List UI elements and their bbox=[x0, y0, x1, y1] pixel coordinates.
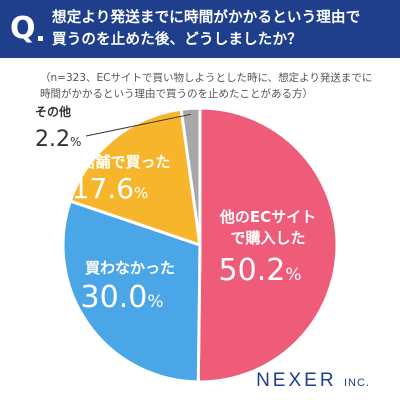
pie-label-other: その他 2.2% bbox=[35, 104, 81, 152]
pie-slice-other bbox=[179, 106, 202, 247]
pie-label-text-other-ec-site: で購入した bbox=[230, 229, 305, 247]
question-text: 想定より発送までに時間がかかるという理由で 買うのを止めた後、どうしましたか？ bbox=[52, 7, 397, 51]
brand-name: NEXER bbox=[256, 370, 337, 391]
pie-value-unit-bought-in-store: % bbox=[134, 184, 148, 202]
pie-slice-did-not-buy bbox=[61, 199, 202, 384]
question-line-1: 想定より発送までに時間がかかるという理由で bbox=[52, 10, 361, 26]
pie-label-text-did-not-buy: 買わなかった bbox=[85, 259, 175, 277]
pie-value-did-not-buy: 30.0% bbox=[81, 280, 164, 315]
pie-label-text-other-ec-site: 他のECサイト bbox=[219, 208, 316, 226]
pie-value-number-other-ec-site: 50.2 bbox=[219, 253, 286, 288]
survey-note-line-2: 時間がかかるという理由で買うのを止めたことがある方） bbox=[40, 88, 313, 100]
pie-value-bought-in-store: 17.6% bbox=[72, 172, 149, 205]
question-line-2: 買うのを止めた後、どうしましたか？ bbox=[52, 32, 302, 48]
brand-logo: NEXER INC. bbox=[256, 370, 370, 392]
pie-value-unit-did-not-buy: % bbox=[147, 292, 163, 312]
pie-slice-bought-in-store bbox=[68, 107, 202, 247]
brand-suffix: INC. bbox=[344, 377, 370, 389]
pie-value-number-bought-in-store: 17.6 bbox=[72, 172, 134, 205]
pie-value-number-other: 2.2 bbox=[35, 127, 70, 152]
survey-note: （n=323、ECサイトで買い物しようとした時に、想定より発送までに 時間がかか… bbox=[40, 70, 390, 102]
pie-value-unit-other-ec-site: % bbox=[285, 265, 301, 285]
survey-note-line-1: （n=323、ECサイトで買い物しようとした時に、想定より発送までに bbox=[40, 72, 373, 84]
pie-value-number-did-not-buy: 30.0 bbox=[81, 280, 148, 315]
question-header: Q 想定より発送までに時間がかかるという理由で 買うのを止めた後、どうしましたか… bbox=[0, 0, 400, 58]
pie-value-unit-other: % bbox=[70, 135, 81, 149]
pie-value-other-ec-site: 50.2% bbox=[219, 253, 302, 288]
pie-leader-line-other bbox=[85, 113, 192, 137]
pie-slice-other-ec-site bbox=[196, 106, 339, 384]
question-mark: Q bbox=[10, 11, 36, 46]
pie-value-other: 2.2% bbox=[35, 127, 81, 152]
pie-label-text-bought-in-store: 実店舗で買った bbox=[65, 153, 170, 171]
pie-label-did-not-buy: 買わなかった 30.0% bbox=[81, 259, 175, 315]
pie-label-text-other: その他 bbox=[35, 104, 71, 119]
question-mark-dot bbox=[38, 36, 43, 41]
